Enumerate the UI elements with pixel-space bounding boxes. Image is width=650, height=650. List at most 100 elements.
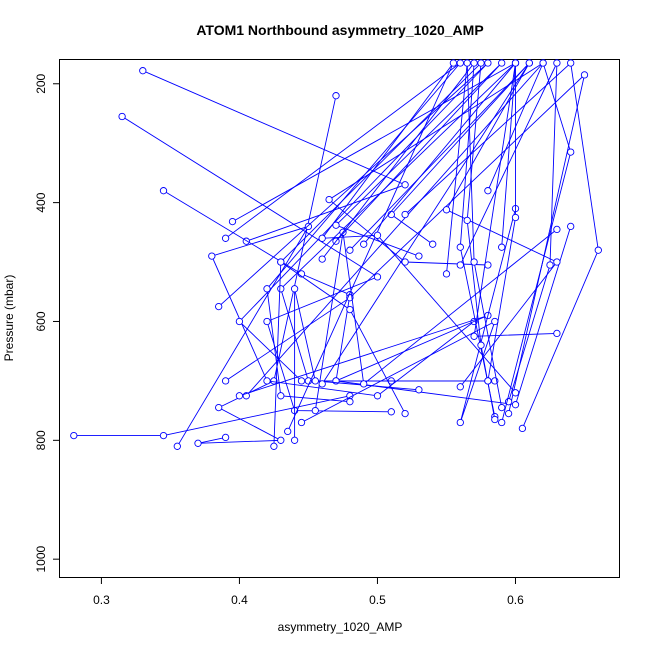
data-point xyxy=(221,377,230,385)
data-point xyxy=(208,252,216,260)
data-point xyxy=(470,258,478,266)
data-point xyxy=(484,187,492,195)
y-tick-label: 800 xyxy=(34,430,48,450)
data-point xyxy=(139,67,147,75)
data-point xyxy=(539,59,547,67)
data-point xyxy=(304,222,313,231)
data-point xyxy=(263,285,271,293)
data-point xyxy=(346,398,354,406)
data-point xyxy=(442,270,451,278)
data-point xyxy=(373,392,382,400)
series-line xyxy=(487,62,516,381)
data-point xyxy=(463,216,471,225)
data-point xyxy=(415,252,423,260)
data-point xyxy=(456,418,464,427)
data-point xyxy=(456,261,464,269)
data-point xyxy=(470,332,478,340)
data-point xyxy=(277,258,285,266)
x-tick-label: 0.3 xyxy=(93,593,110,607)
data-point xyxy=(194,439,202,447)
data-point xyxy=(553,258,561,266)
x-tick-label: 0.4 xyxy=(231,593,248,607)
data-point xyxy=(553,59,561,67)
series-line xyxy=(487,61,572,423)
data-point xyxy=(235,392,244,400)
data-point xyxy=(401,181,409,189)
data-point xyxy=(463,59,471,67)
data-point xyxy=(442,206,451,214)
series-line xyxy=(294,288,419,441)
series-line xyxy=(363,61,557,337)
series-line xyxy=(314,229,558,411)
data-point xyxy=(318,234,326,242)
data-point xyxy=(360,380,368,388)
data-point xyxy=(567,148,575,156)
data-point xyxy=(277,436,285,444)
data-point xyxy=(373,273,382,281)
data-point xyxy=(346,305,354,314)
data-point xyxy=(263,377,271,385)
series-line xyxy=(459,62,558,402)
data-point xyxy=(332,92,340,100)
data-point xyxy=(456,59,464,67)
series-line xyxy=(225,73,586,414)
data-point xyxy=(228,217,237,226)
data-point xyxy=(477,59,485,67)
data-point xyxy=(511,213,520,222)
series-line xyxy=(446,62,503,408)
data-point xyxy=(221,433,230,442)
series-line xyxy=(321,62,530,385)
data-point xyxy=(553,225,561,234)
data-point xyxy=(498,403,506,412)
data-point xyxy=(491,317,499,326)
data-point xyxy=(511,59,520,67)
data-point xyxy=(491,415,499,424)
data-point xyxy=(477,341,485,349)
data-point xyxy=(498,59,506,67)
series-line xyxy=(273,261,406,447)
data-point xyxy=(580,71,589,79)
data-point xyxy=(567,59,575,67)
data-point xyxy=(311,406,319,415)
data-point xyxy=(511,389,520,397)
data-point xyxy=(401,409,409,418)
data-point xyxy=(297,418,306,427)
data-point xyxy=(498,243,506,251)
data-point xyxy=(297,377,306,385)
y-tick-label: 600 xyxy=(34,311,48,331)
data-point xyxy=(553,329,561,338)
data-point xyxy=(311,377,319,385)
data-point xyxy=(159,431,168,440)
data-point xyxy=(456,383,464,391)
data-point xyxy=(511,401,520,409)
series-line xyxy=(73,395,350,437)
y-tick-label: 1000 xyxy=(34,546,48,573)
data-point xyxy=(456,243,464,251)
data-point xyxy=(235,317,244,326)
data-point xyxy=(594,246,602,254)
data-point xyxy=(270,442,278,450)
series-line xyxy=(197,95,337,444)
y-tick-label: 400 xyxy=(34,192,48,212)
data-point xyxy=(346,246,354,254)
data-point xyxy=(284,427,292,436)
x-tick-label: 0.6 xyxy=(507,593,524,607)
data-point xyxy=(387,408,395,416)
data-point xyxy=(277,392,285,400)
plot-frame xyxy=(59,59,620,578)
data-point xyxy=(484,377,492,385)
data-point xyxy=(159,187,168,195)
data-point xyxy=(318,255,326,263)
data-point xyxy=(470,59,478,67)
data-point xyxy=(318,380,326,388)
series-line xyxy=(142,70,407,242)
data-point xyxy=(215,403,223,412)
data-point xyxy=(263,317,271,326)
series-line xyxy=(404,62,599,429)
data-point xyxy=(546,261,554,269)
data-point xyxy=(525,59,533,67)
data-point xyxy=(290,285,299,293)
data-point xyxy=(290,436,299,444)
data-layer xyxy=(70,59,602,450)
series-line xyxy=(287,62,516,432)
